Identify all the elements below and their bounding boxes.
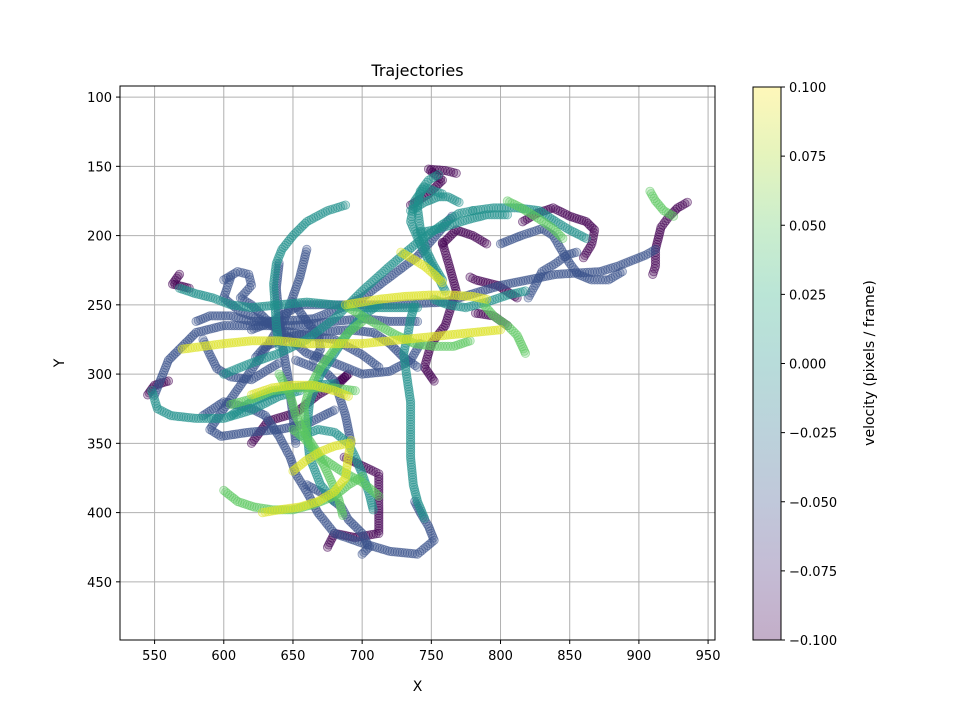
trajectory-point — [374, 362, 384, 372]
colorbar-tick-label: −0.100 — [789, 634, 837, 649]
trajectory-point — [374, 477, 384, 487]
trajectory-point — [374, 491, 384, 501]
trajectory-point — [518, 217, 528, 227]
trajectory-point — [520, 286, 531, 296]
colorbar-ticks: 0.100 0.075 0.050 0.025 0.000 −0.025 −0.050 −0.… — [781, 81, 837, 649]
trajectory-point — [617, 266, 627, 277]
trajectory-point — [254, 426, 264, 436]
x-axis-ticks: 550 600 650 700 750 800 850 900 950 — [142, 640, 720, 664]
y-tick-label: 150 — [87, 160, 112, 175]
trajectory-point — [412, 302, 423, 313]
trajectory-point — [465, 336, 475, 346]
colorbar-tick-label: 0.025 — [789, 288, 826, 303]
trajectory-point — [520, 348, 531, 358]
x-tick-label: 550 — [142, 649, 167, 664]
trajectory-point — [429, 376, 439, 386]
trajectory-point — [437, 278, 448, 288]
trajectory-point — [374, 471, 384, 482]
x-tick-label: 850 — [557, 649, 582, 664]
x-tick-label: 900 — [626, 649, 651, 664]
trajectory-point — [374, 513, 384, 523]
x-tick-label: 650 — [281, 649, 306, 664]
trajectory-point — [368, 466, 378, 476]
trajectory-point — [338, 510, 348, 520]
trajectory-point — [374, 498, 384, 508]
trajectory-point — [368, 505, 378, 515]
trajectory-point — [374, 523, 384, 533]
y-tick-label: 100 — [87, 91, 112, 106]
colorbar-tick-label: 0.100 — [789, 81, 826, 96]
trajectory-point — [374, 518, 384, 528]
trajectory-point — [465, 272, 475, 282]
trajectory-point — [572, 247, 582, 257]
trajectory-point — [581, 233, 591, 243]
x-tick-label: 700 — [350, 649, 375, 664]
x-tick-label: 950 — [696, 649, 721, 664]
colorbar-label: velocity (pixels / frame) — [862, 280, 878, 446]
trajectory-point — [374, 508, 384, 518]
trajectory-10 — [648, 197, 692, 279]
colorbar — [753, 87, 781, 640]
trajectory-point — [302, 427, 312, 437]
colorbar-tick-label: 0.075 — [789, 150, 826, 165]
trajectory-point — [482, 294, 492, 304]
y-tick-label: 400 — [87, 507, 112, 522]
trajectory-point — [374, 521, 384, 531]
trajectory-point — [343, 438, 353, 448]
y-tick-label: 250 — [87, 299, 112, 314]
y-tick-label: 200 — [87, 230, 112, 245]
trajectory-point — [241, 427, 251, 438]
trajectory-41 — [645, 186, 679, 221]
trajectory-point — [648, 269, 658, 279]
trajectory-point — [343, 391, 353, 401]
y-tick-label: 300 — [87, 368, 112, 383]
trajectory-point — [482, 239, 492, 249]
y-tick-label: 450 — [87, 576, 112, 591]
trajectory-point — [495, 325, 506, 335]
colorbar-tick-label: 0.000 — [789, 358, 826, 373]
trajectory-point — [246, 427, 256, 437]
colorbar-tick-label: 0.050 — [789, 219, 826, 234]
x-tick-label: 750 — [419, 649, 444, 664]
trajectory-point — [366, 465, 376, 475]
trajectory-points — [143, 164, 692, 559]
trajectory-point — [259, 426, 269, 436]
trajectory-point — [251, 426, 261, 437]
y-axis-ticks: 100 150 200 250 300 350 400 450 — [87, 91, 120, 591]
chart-title: Trajectories — [370, 61, 463, 80]
trajectory-point — [329, 405, 340, 415]
trajectory-point — [650, 244, 661, 255]
y-tick-label: 350 — [87, 437, 112, 452]
trajectory-point — [668, 211, 679, 221]
colorbar-tick-label: −0.075 — [789, 565, 837, 580]
trajectory-point — [357, 549, 367, 559]
trajectory-point — [473, 308, 483, 319]
colorbar-tick-label: −0.050 — [789, 496, 837, 511]
trajectory-point — [256, 426, 266, 436]
trajectory-point — [374, 516, 384, 526]
trajectory-point — [502, 210, 513, 220]
trajectory-point — [558, 233, 568, 243]
trajectory-7 — [437, 225, 492, 249]
trajectory-point — [412, 362, 423, 372]
trajectory-point — [374, 511, 384, 521]
trajectory-point — [470, 275, 481, 285]
trajectory-point — [468, 273, 478, 284]
colorbar-tick-label: −0.025 — [789, 427, 837, 442]
trajectory-point — [244, 427, 254, 437]
x-axis-label: X — [413, 679, 423, 695]
trajectory-point — [454, 197, 464, 207]
trajectory-point — [419, 513, 430, 523]
trajectory-point — [350, 386, 360, 396]
x-tick-label: 800 — [488, 649, 513, 664]
x-tick-label: 600 — [211, 649, 236, 664]
trajectory-point — [249, 427, 259, 437]
y-axis-label: Y — [52, 358, 68, 368]
trajectory-point — [322, 542, 333, 552]
